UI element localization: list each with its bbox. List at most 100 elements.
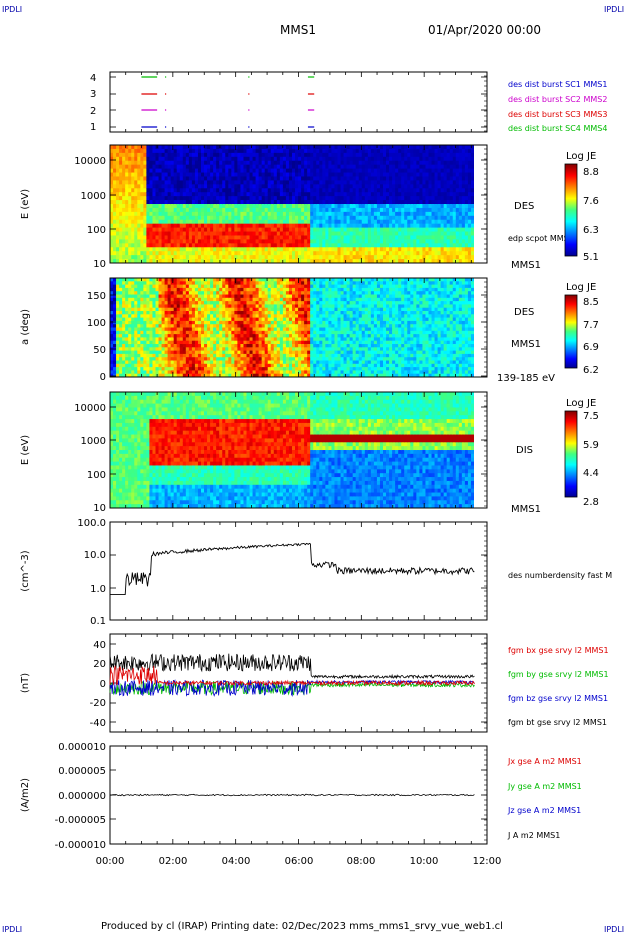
spectrogram-cell [304,211,308,217]
spectrogram-cell [110,344,114,348]
spectrogram-cell [246,227,251,233]
spectrogram-cell [337,172,342,178]
spectrogram-cell [401,243,405,248]
spectrogram-cell [125,360,129,365]
spectrogram-cell [237,152,242,158]
spectrogram-cell [216,344,220,348]
spectrogram-cell [210,330,214,335]
spectrogram-cell [316,168,320,174]
spectrogram-cell [182,184,187,189]
spectrogram-cell [164,235,169,240]
spectrogram-cell [255,235,260,240]
spectrogram-cell [428,156,433,162]
spectrogram-cell [313,172,317,178]
spectrogram-cell [204,324,208,329]
spectrogram-cell [364,255,369,260]
spectrogram-cell [337,207,342,213]
spectrogram-cell [210,156,214,162]
spectrogram-cell [267,148,272,154]
spectrogram-cell [119,334,123,338]
spectrogram-cell [325,192,329,197]
spectrogram-cell [167,239,172,244]
spectrogram-cell [225,200,229,205]
spectrogram-cell [213,243,217,248]
spectrogram-cell [213,337,217,342]
spectrogram-cell [261,184,266,189]
spectrogram-cell [113,284,117,289]
spectrogram-cell [449,207,454,213]
spectrogram-cell [155,164,160,170]
spectrogram-cell [352,235,357,240]
spectrogram-cell [404,247,408,252]
spectrogram-cell [210,148,214,154]
spectrogram-cell [149,180,154,185]
spectrogram-cell [461,223,466,229]
spectrogram-cell [425,231,430,237]
spectrogram-cell [122,184,126,189]
spectrogram-cell [301,200,305,205]
spectrogram-cell [197,192,202,197]
spectrogram-cell [328,200,333,205]
spectrogram-cell [210,360,214,365]
spectrogram-cell [188,304,193,309]
spectrogram-cell [470,168,474,174]
spectrogram-cell [140,247,144,252]
des-energy-cbar-tick-3: 6.3 [583,225,599,236]
spectrogram-cell [386,204,390,209]
spectrogram-cell [182,148,187,154]
spectrogram-cell [376,145,381,150]
spectrogram-cell [461,200,466,205]
spectrogram-cell [164,344,169,348]
spectrogram-cell [164,156,169,162]
spectrogram-cell [179,373,184,377]
spectrogram-cell [179,164,184,170]
spectrogram-cell [128,255,132,260]
spectrogram-cell [319,259,323,263]
spectrogram-cell [161,337,166,342]
spectrogram-cell [146,219,151,225]
spectrogram-cell [428,164,433,170]
spectrogram-cell [395,223,399,229]
spectrogram-cell [401,188,405,193]
spectrogram-cell [197,334,202,338]
spectrogram-cell [458,207,463,213]
spectrogram-cell [110,320,114,325]
spectrogram-cell [191,337,196,342]
spectrogram-cell [164,330,169,335]
spectrogram-cell [322,231,326,237]
spectrogram-cell [161,172,166,178]
spectrogram-cell [295,200,299,205]
spectrogram-cell [185,363,190,368]
spectrogram-cell [122,284,126,289]
spectrogram-cell [270,215,275,221]
spectrogram-cell [431,152,436,158]
spectrogram-cell [367,223,372,229]
spectrogram-cell [425,223,430,229]
spectrogram-cell [437,164,442,170]
spectrogram-cell [404,235,408,240]
spectrogram-cell [231,184,235,189]
spectrogram-cell [213,164,217,170]
spectrogram-cell [298,247,302,252]
spectrogram-cell [392,172,396,178]
spectrogram-cell [285,172,290,178]
spectrogram-cell [361,231,366,237]
spectrogram-cell [116,148,120,154]
spectrogram-cell [179,196,184,201]
spectrogram-cell [443,259,448,263]
spectrogram-cell [434,251,439,256]
panel-des-energy: E (eV) 10000 1000 100 10 DES edp scpot M… [20,144,599,271]
spectrogram-cell [185,314,190,319]
spectrogram-cell [270,247,275,252]
spectrogram-cell [319,152,323,158]
spectrogram-cell [370,168,375,174]
spectrogram-cell [419,247,424,252]
spectrogram-cell [119,284,123,289]
spectrogram-cell [361,227,366,233]
spectrogram-cell [288,145,293,150]
spectrogram-cell [413,180,417,185]
spectrogram-cell [361,243,366,248]
spectrogram-cell [213,188,217,193]
spectrogram-cell [228,334,232,338]
spectrogram-cell [219,314,223,319]
